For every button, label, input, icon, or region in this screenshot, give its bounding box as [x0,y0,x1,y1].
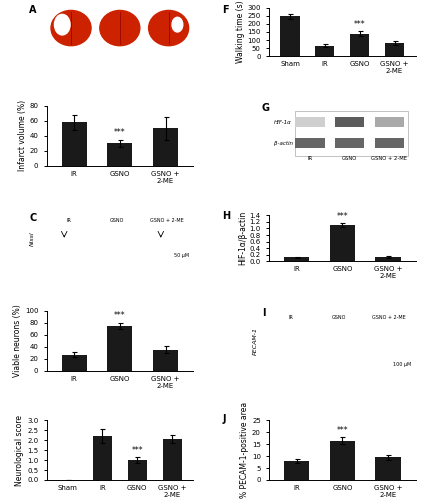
Text: Nissl: Nissl [30,231,35,246]
Text: IR: IR [307,156,312,161]
Text: 100 μM: 100 μM [393,362,411,366]
Ellipse shape [172,18,183,32]
Text: ***: *** [337,212,348,221]
Text: ***: *** [114,128,126,137]
Text: GSNO: GSNO [332,315,346,320]
Bar [284,462,309,480]
Text: GSNO: GSNO [112,48,128,54]
Text: A: A [29,5,36,15]
Text: ***: *** [354,20,365,29]
Bar [128,460,147,480]
Bar [315,46,335,56]
Bar [350,34,369,56]
Text: GSNO + 2-ME: GSNO + 2-ME [371,156,407,161]
Bar [374,138,404,148]
Text: J: J [222,414,226,424]
Bar [296,138,325,148]
Bar [385,44,404,57]
Text: GSNO + 2-ME: GSNO + 2-ME [151,48,187,54]
Text: ***: *** [131,446,143,454]
Bar [330,440,355,480]
Ellipse shape [100,10,140,45]
Bar [296,110,408,156]
Text: PECAM-1: PECAM-1 [252,327,257,355]
Text: H: H [222,210,230,220]
Text: GSNO: GSNO [342,156,357,161]
Text: GSNO: GSNO [110,218,124,224]
Bar [107,144,132,166]
Bar [153,128,178,166]
Bar [153,350,178,370]
Bar [374,116,404,128]
Bar [162,439,182,480]
Bar [335,138,364,148]
Bar [61,122,86,166]
Text: 50 μM: 50 μM [173,253,189,258]
Text: ***: *** [337,426,348,434]
Text: HIF-1α: HIF-1α [273,120,291,124]
Bar [296,116,325,128]
Bar [376,458,401,480]
Y-axis label: HIF-1α/β-actin: HIF-1α/β-actin [238,211,247,266]
Text: GSNO + 2-ME: GSNO + 2-ME [150,218,184,224]
Text: C: C [29,213,36,223]
Bar [107,326,132,370]
Text: ***: *** [114,312,126,320]
Ellipse shape [54,14,70,35]
Text: β-actin: β-actin [273,140,293,145]
Ellipse shape [51,10,91,45]
Bar [335,116,364,128]
Y-axis label: Neurological score: Neurological score [15,414,24,486]
Y-axis label: Walking time (s): Walking time (s) [235,0,245,64]
Ellipse shape [149,10,189,45]
Y-axis label: Viable neurons (%): Viable neurons (%) [13,304,22,377]
Text: I: I [262,308,265,318]
Y-axis label: Infarct volume (%): Infarct volume (%) [17,100,27,172]
Text: G: G [262,103,270,113]
Bar [280,16,300,56]
Bar [61,354,86,370]
Y-axis label: % PECAM-1-positive area: % PECAM-1-positive area [240,402,249,498]
Text: GSNO + 2-ME: GSNO + 2-ME [372,315,406,320]
Bar [93,436,112,480]
Text: IR: IR [289,315,293,320]
Bar [330,225,355,262]
Bar [284,258,309,262]
Bar [376,257,401,262]
Text: F: F [222,5,229,15]
Text: IR: IR [66,218,71,224]
Text: IR: IR [68,48,74,54]
